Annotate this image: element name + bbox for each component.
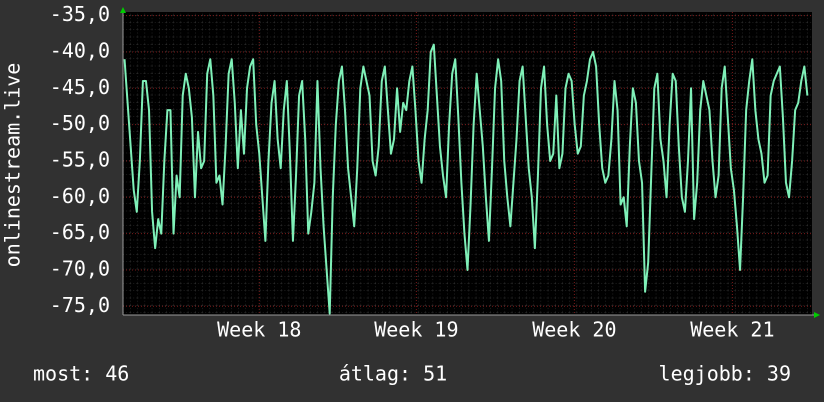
y-tick-label: -40,0 (50, 38, 110, 62)
y-tick-label: -45,0 (50, 75, 110, 99)
y-tick-label: -60,0 (50, 184, 110, 208)
grid (123, 12, 812, 315)
x-axis-arrow (814, 312, 820, 318)
x-tick-label: Week 21 (690, 318, 774, 342)
y-tick-label: -35,0 (50, 2, 110, 26)
stat-current: most: 46 (33, 362, 129, 386)
series-line (123, 43, 809, 315)
stat-best: legjobb: 39 (659, 362, 791, 386)
y-tick-label: -55,0 (50, 147, 110, 171)
y-tick-label: -70,0 (50, 256, 110, 280)
y-tick-label: -50,0 (50, 111, 110, 135)
x-tick-label: Week 18 (217, 318, 301, 342)
x-tick-label: Week 20 (532, 318, 616, 342)
stat-average: átlag: 51 (339, 362, 447, 386)
y-tick-label: -65,0 (50, 220, 110, 244)
y-tick-label: -75,0 (50, 293, 110, 317)
x-tick-label: Week 19 (374, 318, 458, 342)
marks (123, 43, 809, 315)
y-axis-arrow (120, 7, 126, 13)
y-axis-label: onlinestream.live (1, 63, 25, 268)
